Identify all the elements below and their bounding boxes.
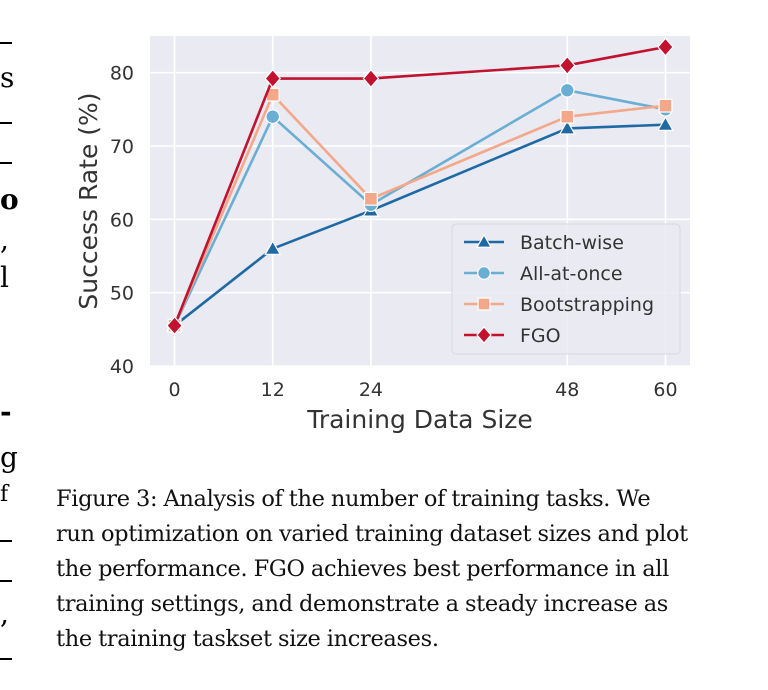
legend-entry: Bootstrapping [464,294,654,316]
cropped-rule [0,122,12,124]
x-tick-label: 0 [168,379,180,401]
cropped-rule [0,540,12,542]
cropped-rule [0,42,12,44]
y-tick-labels: 40 50 60 70 80 [110,63,134,378]
y-tick-label: 40 [110,356,134,378]
x-axis-label: Training Data Size [306,405,533,434]
data-point-diamond [476,326,492,344]
caption-line: the training taskset size increases. [56,626,439,652]
series-layer [166,37,674,336]
cropped-text-fragment: s [0,61,15,94]
x-tick-label: 60 [653,379,677,401]
caption-line: the performance. FGO achieves best perfo… [56,556,669,582]
cropped-text-fragment: o [0,183,19,216]
legend-entry: All-at-once [464,263,623,285]
legend-label: Batch-wise [520,232,624,254]
caption-line: run optimization on varied training data… [56,521,688,547]
cropped-text-fragment: f [0,482,9,507]
cropped-text-fragment: , [0,597,9,630]
y-tick-label: 60 [110,209,134,231]
cropped-text-fragment: - [0,395,12,428]
data-point-circle [265,109,281,125]
cropped-text-fragment: l [0,261,9,294]
legend: Batch-wise All-at-once Bootstrapping FGO [451,223,681,355]
figure-caption: Figure 3: Analysis of the number of trai… [56,482,716,657]
data-point-square [658,98,673,113]
legend-label: FGO [520,325,561,347]
x-tick-label: 12 [261,379,285,401]
cropped-text-fragment: g [0,441,18,474]
data-point-diamond [362,68,380,89]
cropped-rule [0,658,12,660]
data-point-square [363,191,378,206]
legend-label: Bootstrapping [520,294,654,316]
x-tick-labels: 0 12 24 48 60 [168,379,677,401]
cropped-rule [0,162,12,164]
series-fgo [166,37,674,336]
success-rate-line-chart: 40 50 60 70 80 0 12 24 48 60 Success Rate (%) Tr… [74,36,690,434]
cropped-left-column: s o , l - g f , [0,0,40,690]
data-point-triangle [656,116,674,131]
data-point-triangle [558,119,576,135]
data-point-circle [559,82,575,98]
data-point-circle [477,266,491,280]
y-tick-label: 50 [110,283,134,305]
y-tick-label: 70 [110,136,134,158]
data-point-diamond [558,55,576,75]
y-tick-label: 80 [110,63,134,85]
caption-line: Figure 3: Analysis of the number of trai… [56,486,651,512]
data-point-diamond [657,37,674,57]
data-point-triangle [475,233,493,248]
y-axis-label: Success Rate (%) [74,92,103,309]
caption-line: training settings, and demonstrate a ste… [56,591,668,617]
legend-frame [451,223,681,355]
cropped-rule [0,580,12,582]
x-tick-label: 48 [555,379,579,401]
data-point-square [560,109,575,124]
data-point-square [477,297,491,311]
legend-label: All-at-once [520,263,623,285]
data-point-diamond [264,68,282,89]
cropped-text-fragment: , [0,223,9,256]
data-point-diamond [166,316,183,336]
data-point-triangle [264,239,282,255]
legend-entry: FGO [464,325,561,347]
x-tick-label: 24 [359,379,383,401]
legend-entry: Batch-wise [464,232,624,254]
